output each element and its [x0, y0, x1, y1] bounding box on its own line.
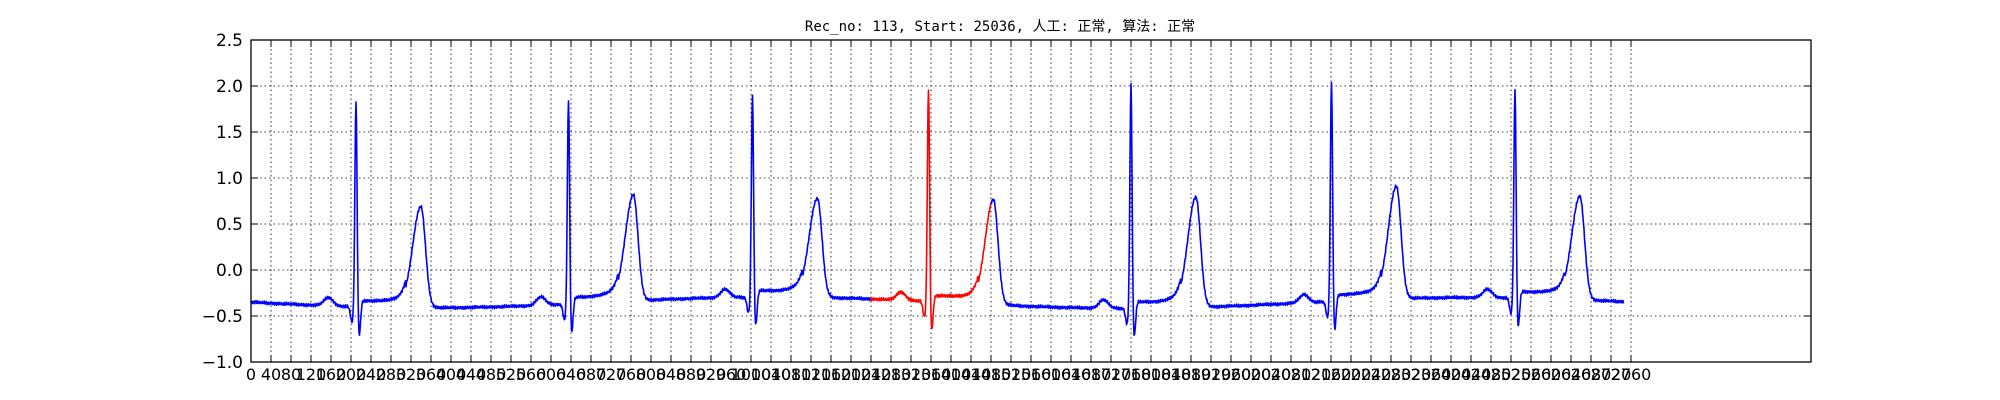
x-tick-label: 2080 — [1271, 365, 1312, 384]
x-tick-label: 80 — [281, 365, 301, 384]
x-tick-label: 1640 — [1051, 365, 1092, 384]
y-tick-label: −1.0 — [202, 353, 243, 373]
x-tick-label: 2520 — [1491, 365, 1532, 384]
x-tick-label: 1080 — [771, 365, 812, 384]
x-tick-label: 960 — [716, 365, 747, 384]
ecg-series — [250, 81, 1625, 337]
x-tick-label: 240 — [356, 365, 387, 384]
x-tick-label: 800 — [636, 365, 667, 384]
y-tick-label: 1.5 — [216, 123, 243, 143]
x-tick-label: 2280 — [1371, 365, 1412, 384]
x-tick-label: 2760 — [1611, 365, 1652, 384]
x-tick-label: 560 — [516, 365, 547, 384]
y-tick-label: −0.5 — [202, 307, 243, 327]
x-tick-label: 880 — [676, 365, 707, 384]
x-tick-label: 1240 — [851, 365, 892, 384]
x-tick-label: 2720 — [1591, 365, 1632, 384]
x-tick-label: 120 — [296, 365, 327, 384]
x-tick-label: 600 — [536, 365, 567, 384]
x-tick-label: 400 — [436, 365, 467, 384]
x-tick-label: 1760 — [1111, 365, 1152, 384]
x-tick-label: 1560 — [1011, 365, 1052, 384]
y-axis: −1.0 −0.5 0.0 0.5 1.0 1.5 2.0 2.5 — [202, 31, 1811, 373]
x-tick-label: 2680 — [1571, 365, 1612, 384]
x-tick-label: 1200 — [831, 365, 872, 384]
x-tick-label: 320 — [396, 365, 427, 384]
x-tick-label: 760 — [616, 365, 647, 384]
x-tick-label: 0 — [246, 365, 256, 384]
x-tick-label: 1680 — [1071, 365, 1112, 384]
x-tick-label: 1800 — [1131, 365, 1172, 384]
x-tick-label: 1040 — [751, 365, 792, 384]
x-tick-label: 2120 — [1291, 365, 1332, 384]
x-tick-label: 2360 — [1411, 365, 1452, 384]
x-tick-label: 1920 — [1191, 365, 1232, 384]
x-tick-label: 1440 — [951, 365, 992, 384]
x-tick-label: 1000 — [731, 365, 772, 384]
x-tick-label: 2000 — [1231, 365, 1272, 384]
x-tick-label: 2560 — [1511, 365, 1552, 384]
x-tick-label: 2600 — [1531, 365, 1572, 384]
x-tick-label: 720 — [596, 365, 627, 384]
x-tick-label: 840 — [656, 365, 687, 384]
x-tick-label: 1160 — [811, 365, 852, 384]
x-tick-label: 1320 — [891, 365, 932, 384]
x-tick-label: 680 — [576, 365, 607, 384]
x-tick-label: 480 — [476, 365, 507, 384]
x-axis: 0 40 8012016020024028032036040044048052056… — [246, 40, 1651, 384]
y-tick-label: 2.5 — [216, 31, 243, 51]
x-tick-label: 2200 — [1331, 365, 1372, 384]
x-tick-label: 2400 — [1431, 365, 1472, 384]
x-tick-label: 40 — [261, 365, 281, 384]
ecg-line-post — [990, 81, 1625, 336]
x-tick-label: 1720 — [1091, 365, 1132, 384]
x-tick-label: 1880 — [1171, 365, 1212, 384]
ecg-line-pre — [250, 94, 872, 337]
x-tick-label: 440 — [456, 365, 487, 384]
x-tick-label: 1280 — [871, 365, 912, 384]
x-tick-label: 920 — [696, 365, 727, 384]
y-tick-label: 1.0 — [216, 169, 243, 189]
x-tick-label: 1120 — [791, 365, 832, 384]
x-tick-label: 2240 — [1351, 365, 1392, 384]
x-tick-label: 2320 — [1391, 365, 1432, 384]
y-tick-label: 2.0 — [216, 77, 243, 97]
x-tick-label: 2040 — [1251, 365, 1292, 384]
x-tick-label: 1600 — [1031, 365, 1072, 384]
chart-title: Rec_no: 113, Start: 25036, 人工: 正常, 算法: 正… — [805, 19, 1195, 35]
x-tick-label: 1960 — [1211, 365, 1252, 384]
x-tick-label: 1360 — [911, 365, 952, 384]
x-tick-label: 200 — [336, 365, 367, 384]
x-tick-label: 360 — [416, 365, 447, 384]
x-tick-label: 1520 — [991, 365, 1032, 384]
x-tick-label: 640 — [556, 365, 587, 384]
x-tick-label: 2480 — [1471, 365, 1512, 384]
x-tick-label: 160 — [316, 365, 347, 384]
x-tick-label: 1480 — [971, 365, 1012, 384]
x-tick-label: 1400 — [931, 365, 972, 384]
x-tick-label: 520 — [496, 365, 527, 384]
x-tick-label: 1840 — [1151, 365, 1192, 384]
x-tick-label: 2440 — [1451, 365, 1492, 384]
y-tick-label: 0.0 — [216, 261, 243, 281]
ecg-line-highlight — [870, 89, 992, 330]
x-tick-label: 280 — [376, 365, 407, 384]
y-tick-label: 0.5 — [216, 215, 243, 235]
x-tick-label: 2160 — [1311, 365, 1352, 384]
x-tick-label: 2640 — [1551, 365, 1592, 384]
